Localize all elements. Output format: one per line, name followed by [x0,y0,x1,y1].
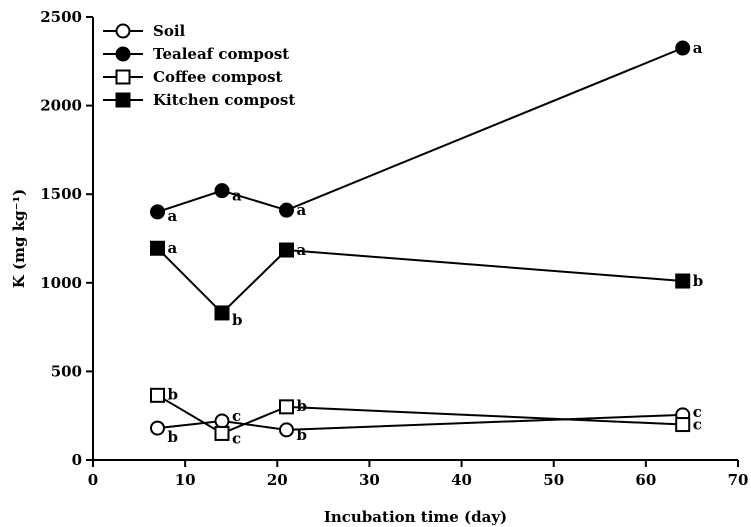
data-label: c [693,416,702,434]
y-axis-title: K (mg kg⁻¹) [10,189,28,288]
data-label: b [693,272,704,290]
x-tick-label: 40 [451,471,472,489]
legend: Soil Tealeaf compost Coffee compost Kitchen… [103,22,295,109]
x-axis-title: Incubation time (day) [324,508,507,526]
data-label: a [168,207,178,225]
x-tick-label: 60 [635,471,656,489]
legend-item: Tealeaf compost [103,45,289,63]
y-tick-label: 2500 [40,8,82,26]
y-tick-label: 1500 [40,185,82,203]
data-point [279,202,294,218]
data-point [214,425,230,441]
y-tick-label: 1000 [40,274,82,292]
data-point [279,422,294,438]
legend-label: Coffee compost [153,68,283,86]
data-label: b [297,426,308,444]
data-point [214,305,230,321]
x-tick-label: 30 [359,471,380,489]
data-label: a [297,201,307,219]
data-point [675,40,691,56]
data-label: b [232,311,243,329]
legend-item: Kitchen compost [103,91,295,109]
data-label: c [232,407,241,425]
data-label: b [168,385,179,403]
data-label: c [232,429,241,447]
data-point [150,387,165,403]
legend-item: Soil [103,22,186,40]
data-point [150,420,165,436]
series-line [156,394,683,435]
y-tick-label: 0 [72,451,82,469]
x-tick-label: 50 [543,471,564,489]
data-label: b [297,397,308,415]
data-label: a [232,187,242,205]
data-label: a [168,239,178,257]
legend-item: Coffee compost [103,68,283,86]
data-point [150,204,165,220]
data-point [675,273,691,289]
series-tealeaf-compost: a a a a [150,39,703,225]
data-point [279,399,294,415]
series-kitchen-compost: a b a b [150,239,704,329]
series-soil: b c b c [150,403,702,446]
legend-marker [115,92,131,108]
series-line [157,413,683,431]
data-point [214,413,230,429]
series-line [156,247,683,315]
legend-marker [115,69,131,85]
x-tick-label: 70 [728,471,749,489]
data-label: a [693,39,703,57]
legend-marker [115,23,131,39]
y-tick-label: 2000 [40,97,82,115]
legend-label: Soil [153,22,186,40]
series-coffee-compost: b c b c [150,385,702,447]
data-point [150,240,165,256]
data-label: c [693,403,702,421]
data-label: b [168,428,179,446]
legend-label: Tealeaf compost [153,45,289,63]
data-point [675,417,691,433]
legend-marker [115,46,131,62]
x-tick-label: 0 [88,471,98,489]
series-line [157,47,684,213]
legend-label: Kitchen compost [153,91,295,109]
y-tick-label: 500 [51,362,82,380]
data-point [279,242,294,258]
x-tick-label: 20 [267,471,288,489]
data-label: a [297,241,307,259]
axes: 0 10 20 30 40 50 60 70 0 500 1000 1500 2000 2500 [40,8,748,489]
x-tick-label: 10 [175,471,196,489]
data-point [214,183,230,199]
